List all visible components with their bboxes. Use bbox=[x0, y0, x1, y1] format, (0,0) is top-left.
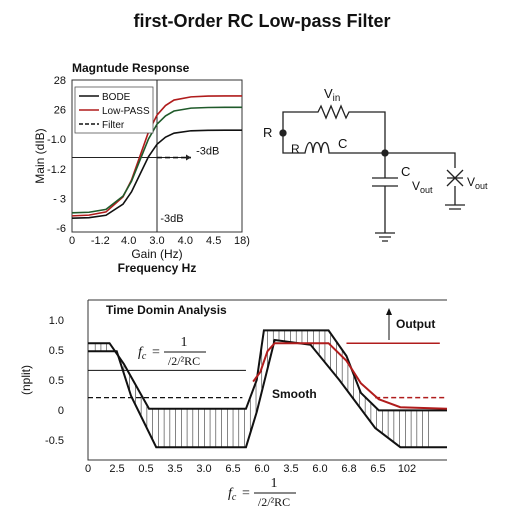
formula-lhs: fc bbox=[228, 486, 237, 503]
y-tick-label: -0.5 bbox=[45, 435, 64, 447]
capacitor bbox=[372, 153, 398, 242]
y-tick-label: -6 bbox=[56, 223, 66, 235]
x-tick-label: 6.5 bbox=[225, 463, 240, 475]
formula-sub: c bbox=[142, 351, 147, 362]
legend-label: Low-PASS bbox=[102, 106, 150, 117]
x-tick-label: 3.0 bbox=[149, 235, 164, 247]
label: C bbox=[401, 164, 410, 179]
label-base: R bbox=[263, 125, 272, 140]
x-tick-label: 0 bbox=[85, 463, 91, 475]
formula-sub: c bbox=[232, 492, 237, 503]
x-tick-label: 18) bbox=[234, 235, 250, 247]
series-line bbox=[88, 338, 447, 449]
formula-f: f bbox=[228, 486, 234, 501]
x-tick-label: 3.5 bbox=[167, 463, 182, 475]
arrow bbox=[386, 308, 392, 315]
label-base: V bbox=[324, 86, 333, 101]
y-tick-label: 26 bbox=[54, 105, 66, 117]
label-base: V bbox=[412, 179, 420, 193]
page-title: first-Order RC Low-pass Filter bbox=[133, 11, 390, 31]
y-tick-label: 1.0 bbox=[49, 315, 64, 327]
x-tick-label: -1.2 bbox=[91, 235, 110, 247]
formula: fc = 1/2/²RC bbox=[138, 335, 206, 368]
wire bbox=[282, 133, 456, 168]
series-line bbox=[71, 129, 242, 219]
formula-eq: = bbox=[242, 486, 250, 501]
formula-den: /2/²RC bbox=[168, 354, 200, 368]
label-sub: out bbox=[475, 181, 488, 191]
formula-lhs: fc bbox=[138, 345, 147, 362]
x-tick-label: 6.0 bbox=[312, 463, 327, 475]
arrow bbox=[186, 154, 191, 161]
x-tick-label: 6.0 bbox=[254, 463, 269, 475]
formula-f: f bbox=[138, 345, 144, 360]
label-base: C bbox=[401, 164, 410, 179]
y-axis-label: (nplit) bbox=[19, 365, 33, 395]
x-tick-label: 4.0 bbox=[178, 235, 193, 247]
x-tick-label: 4.5 bbox=[206, 235, 221, 247]
variable-capacitor bbox=[445, 169, 465, 210]
legend-label: BODE bbox=[102, 92, 131, 103]
label-base: C bbox=[338, 136, 347, 151]
label: R bbox=[263, 125, 272, 140]
y-tick-label: -1.0 bbox=[47, 134, 66, 146]
chart-title: Time Domin Analysis bbox=[106, 303, 227, 317]
x-tick-label: 0.5 bbox=[138, 463, 153, 475]
plot-frame bbox=[87, 299, 447, 461]
wire bbox=[282, 104, 386, 153]
x-tick-label: 3.5 bbox=[283, 463, 298, 475]
y-tick-label: 0.5 bbox=[49, 375, 64, 387]
legend-label: Filter bbox=[102, 120, 125, 131]
y-tick-label: 0 bbox=[58, 405, 64, 417]
annotation: Output bbox=[396, 317, 435, 331]
formula-den: /2/²RC bbox=[258, 495, 290, 509]
label-sub: in bbox=[333, 93, 341, 104]
x-tick-label: 102 bbox=[398, 463, 416, 475]
label-sub: out bbox=[420, 185, 433, 195]
label-base: R bbox=[291, 142, 300, 156]
label: Vout bbox=[467, 175, 488, 191]
label: R bbox=[291, 142, 300, 156]
series-line bbox=[88, 329, 447, 412]
x-tick-label: 2.5 bbox=[109, 463, 124, 475]
x-tick-label: 4.0 bbox=[121, 235, 136, 247]
formula-num: 1 bbox=[271, 476, 278, 491]
x-tick-label: 0 bbox=[69, 235, 75, 247]
chart-title: Magntude Response bbox=[72, 61, 190, 75]
x-axis-label: Frequency Hz bbox=[118, 261, 197, 275]
x-tick-label: 6.5 bbox=[370, 463, 385, 475]
y-tick-label: - 3 bbox=[53, 193, 66, 205]
circuit bbox=[279, 104, 465, 242]
x-tick-label: 3.0 bbox=[196, 463, 211, 475]
y-tick-label: -1.2 bbox=[47, 164, 66, 176]
formula: fc = 1/2/²RC bbox=[228, 476, 296, 509]
annotation: -3dB bbox=[160, 213, 183, 225]
formula-num: 1 bbox=[181, 335, 188, 350]
label-base: V bbox=[467, 175, 475, 189]
label: C bbox=[338, 136, 347, 151]
annotation: -3dB bbox=[196, 146, 219, 158]
label: Vin bbox=[324, 86, 340, 104]
annotation: Smooth bbox=[272, 387, 317, 401]
y-tick-label: 28 bbox=[54, 75, 66, 87]
series-line bbox=[252, 342, 448, 410]
x-axis-label: Gain (Hz) bbox=[131, 247, 182, 261]
x-tick-label: 6.8 bbox=[341, 463, 356, 475]
y-axis-label: Main (dIB) bbox=[33, 128, 47, 183]
formula-eq: = bbox=[152, 345, 160, 360]
y-tick-label: 0.5 bbox=[49, 345, 64, 357]
label: Vout bbox=[412, 179, 433, 195]
